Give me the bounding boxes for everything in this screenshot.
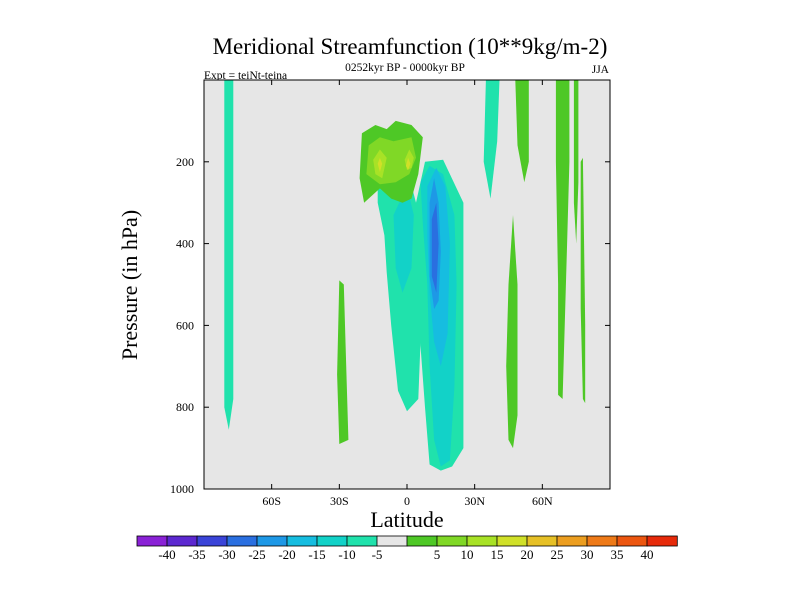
x-tick-label: 60N (532, 494, 553, 508)
y-tick-label: 400 (176, 237, 194, 251)
y-tick-label: 800 (176, 400, 194, 414)
colorbar-label: 25 (551, 547, 564, 562)
x-tick-label: 30N (464, 494, 485, 508)
chart-title: Meridional Streamfunction (10**9kg/m-2) (213, 34, 608, 59)
contour-region (580, 157, 586, 404)
colorbar-label: 10 (461, 547, 474, 562)
colorbar-swatch (616, 535, 648, 547)
colorbar-swatch (646, 535, 678, 547)
colorbar-label: -30 (218, 547, 235, 562)
colorbar-label: -10 (338, 547, 355, 562)
contour-region (405, 157, 411, 170)
y-tick-label: 200 (176, 155, 194, 169)
x-axis-label: Latitude (370, 507, 443, 532)
axis-ticks: 60S 30S 0 30N 60N 200 400 600 800 1000 (170, 80, 610, 508)
contour-region (573, 80, 579, 244)
colorbar-label: 40 (641, 547, 654, 562)
colorbar-swatch (586, 535, 618, 547)
colorbar-swatch (406, 535, 438, 547)
colorbar-label: -25 (248, 547, 265, 562)
colorbar-label: -15 (308, 547, 325, 562)
y-tick-label: 600 (176, 318, 194, 332)
contour-region (555, 80, 570, 399)
colorbar-swatch (466, 535, 498, 547)
colorbar-swatch (526, 535, 558, 547)
colorbar-swatch (286, 535, 318, 547)
contour-region (337, 280, 349, 444)
experiment-label: Expt = teiNt-teina (204, 70, 287, 82)
colorbar-swatch (346, 535, 378, 547)
chart-subtitle: 0252kyr BP - 0000kyr BP (345, 62, 465, 74)
colorbar-label: -20 (278, 547, 295, 562)
colorbar-label: 20 (521, 547, 534, 562)
colorbar-label: -35 (188, 547, 205, 562)
colorbar-swatch (556, 535, 588, 547)
y-axis-label: Pressure (in hPa) (117, 210, 142, 360)
plot-area (203, 79, 611, 490)
contour-region (506, 215, 518, 449)
colorbar-label: 5 (434, 547, 441, 562)
contour-region (224, 80, 234, 430)
colorbar-swatch (196, 535, 228, 547)
colorbar-swatch (136, 535, 168, 547)
colorbar-label: 30 (581, 547, 594, 562)
colorbar-label: 15 (491, 547, 504, 562)
contour-region (431, 202, 439, 293)
colorbar-label: 35 (611, 547, 624, 562)
colorbar-swatch (166, 535, 198, 547)
colorbar: -40 -35 -30 -25 -20 -15 -10 -5 5 10 15 20 25 30 35 40 (136, 535, 678, 562)
colorbar-label: -5 (372, 547, 383, 562)
x-tick-label: 0 (404, 494, 410, 508)
colorbar-swatch (436, 535, 468, 547)
contour-region (393, 186, 414, 293)
colorbar-swatch (226, 535, 258, 547)
colorbar-swatch (496, 535, 528, 547)
contour-region (519, 92, 522, 125)
colorbar-swatch (256, 535, 288, 547)
season-label: JJA (592, 64, 610, 76)
colorbar-swatch (316, 535, 348, 547)
colorbar-swatch (376, 535, 408, 547)
contour-region (483, 80, 500, 199)
x-tick-label: 60S (262, 494, 281, 508)
colorbar-label: -40 (158, 547, 175, 562)
x-tick-label: 30S (330, 494, 349, 508)
y-tick-label: 1000 (170, 482, 194, 496)
contour-regions (224, 80, 586, 471)
contour-region (377, 157, 383, 172)
